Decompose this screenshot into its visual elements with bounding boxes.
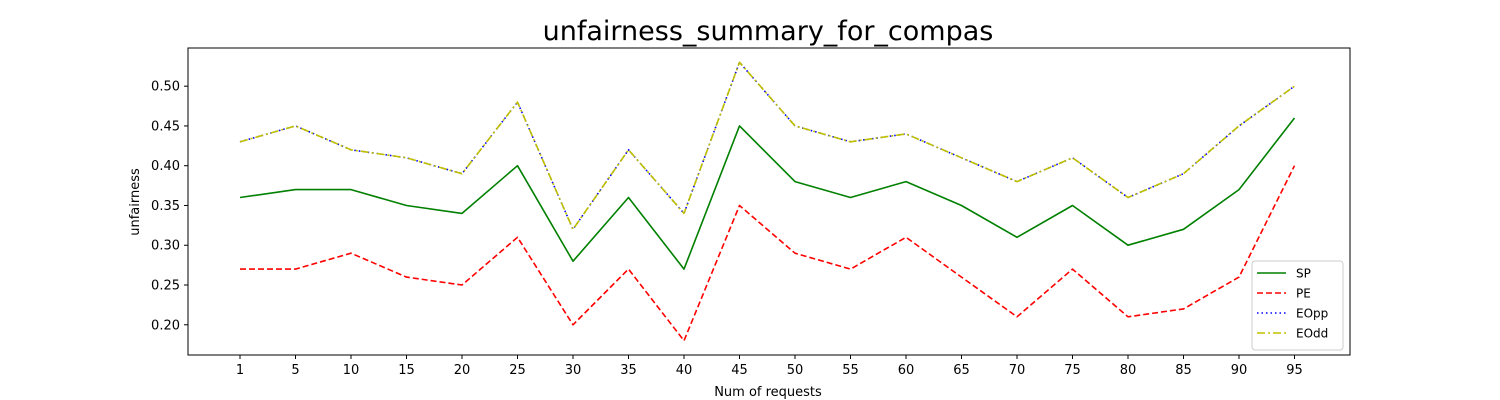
series-line-sp	[239, 117, 1296, 270]
x-tick-label: 30	[565, 363, 582, 378]
legend-label: PE	[1296, 287, 1311, 301]
plot-area	[239, 61, 1296, 342]
x-tick-label: 80	[1120, 363, 1137, 378]
x-tick-label: 5	[291, 363, 299, 378]
x-tick-label: 40	[676, 363, 693, 378]
plot-frame	[187, 47, 1351, 356]
x-tick-label: 70	[1009, 363, 1026, 378]
x-tick-label: 50	[787, 363, 804, 378]
y-tick-label: 0.20	[151, 318, 180, 333]
legend-label: SP	[1296, 267, 1311, 281]
y-tick-label: 0.25	[151, 279, 180, 294]
legend: SP PE EOpp EOdd	[1251, 260, 1344, 351]
x-tick-label: 15	[398, 363, 415, 378]
x-tick-label: 75	[1064, 363, 1081, 378]
x-tick-label: 1	[236, 363, 244, 378]
y-tick-label: 0.30	[151, 239, 180, 254]
x-tick-label: 95	[1286, 363, 1303, 378]
x-tick-label: 20	[454, 363, 471, 378]
x-tick-label: 25	[509, 363, 526, 378]
y-tick-label: 0.40	[151, 159, 180, 174]
x-tick-label: 60	[898, 363, 915, 378]
series-line-eodd	[239, 61, 1295, 231]
series-line-pe	[240, 165, 1296, 342]
x-tick-label: 45	[731, 363, 748, 378]
x-axis: 1 5 10 15 20 25 30 35 40 45 50 55 60 65 70 75 80 85 90 95	[236, 355, 1303, 378]
x-tick-label: 55	[842, 363, 859, 378]
series-line-eopp	[239, 61, 1295, 231]
legend-label: EOpp	[1296, 307, 1328, 321]
x-tick-label: 65	[953, 363, 970, 378]
x-tick-label: 10	[343, 363, 360, 378]
y-axis: 0.20 0.25 0.30 0.35 0.40 0.45 0.50	[151, 80, 188, 333]
chart-title: unfairness_summary_for_compas	[543, 16, 994, 47]
legend-label: EOdd	[1296, 327, 1328, 341]
y-tick-label: 0.45	[151, 119, 180, 134]
y-tick-label: 0.50	[151, 80, 180, 95]
y-axis-label: unfairness	[128, 168, 143, 236]
y-tick-label: 0.35	[151, 199, 180, 214]
x-axis-label: Num of requests	[714, 385, 822, 400]
legend-frame	[1251, 260, 1344, 351]
x-tick-label: 35	[620, 363, 637, 378]
x-tick-label: 90	[1231, 363, 1248, 378]
x-tick-label: 85	[1175, 363, 1192, 378]
